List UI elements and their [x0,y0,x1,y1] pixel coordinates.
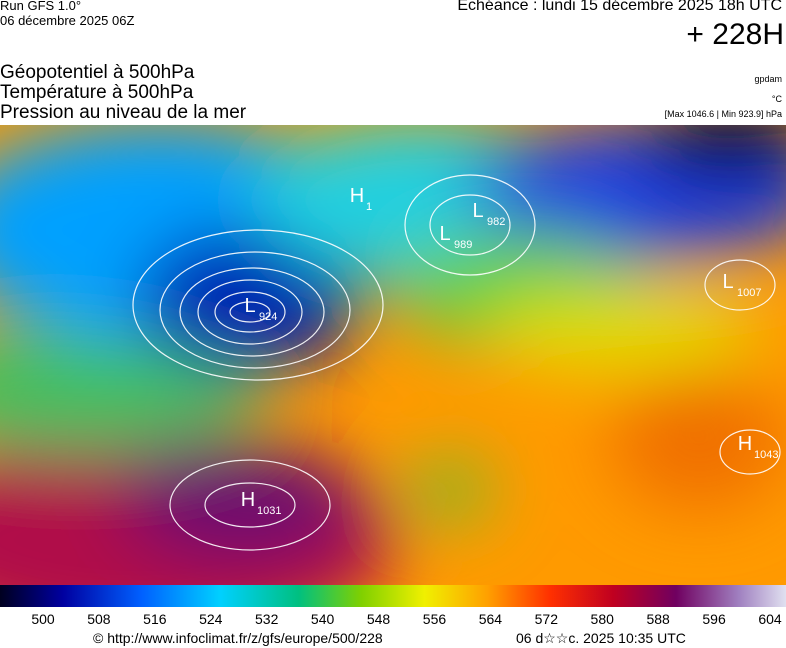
center-value: 989 [454,239,472,251]
colorbar-tick-label: 588 [646,611,670,627]
center-type: L [244,295,255,317]
echeance: Echéance : lundi 15 décembre 2025 18h UT… [457,0,782,14]
colorbar-tick-label: 516 [143,611,167,627]
center-value: 982 [487,216,505,228]
center-value: 1031 [257,505,281,517]
center-type: L [722,271,733,293]
colorbar-tick-label: 580 [591,611,615,627]
colorbar-tick-label: 500 [31,611,55,627]
colorbar-tick-label: 596 [702,611,726,627]
colorbar-tick-label: 556 [423,611,447,627]
unit: °C [771,94,782,104]
colorbar [0,585,786,607]
lead-time: + 228H [686,18,784,51]
colorbar-tick-label: 604 [758,611,782,627]
unit: gpdam [754,74,782,84]
title: Température à 500hPa [0,82,194,103]
map-field [0,125,786,585]
colorbar-tick-label: 572 [535,611,559,627]
pressure-range: [Max 1046.6 | Min 923.9] hPa [664,109,782,119]
center-value: 1043 [754,449,778,461]
title: Pression au niveau de la mer [0,102,247,123]
center-value: 1 [366,201,372,213]
source-url: © http://www.infoclimat.fr/z/gfs/europe/… [93,630,383,646]
colorbar-tick-label: 540 [311,611,335,627]
generated: 06 d☆☆c. 2025 10:35 UTC [516,630,686,646]
colorbar-tick-label: 508 [87,611,111,627]
colorbar-tick-label: 532 [255,611,279,627]
run-date: 06 décembre 2025 06Z [0,13,135,28]
run: Run GFS 1.0° [0,0,82,13]
center-value: 924 [259,311,277,323]
center-type: H [350,185,364,207]
center-value: 1007 [737,287,761,299]
colorbar-tick-label: 548 [367,611,391,627]
isobars [132,174,781,551]
colorbar-tick-label: 564 [479,611,503,627]
colorbar-tick-label: 524 [199,611,223,627]
center-type: L [472,200,483,222]
center-type: L [439,223,450,245]
center-type: H [241,489,255,511]
title: Géopotentiel à 500hPa [0,62,195,83]
center-type: H [738,433,752,455]
